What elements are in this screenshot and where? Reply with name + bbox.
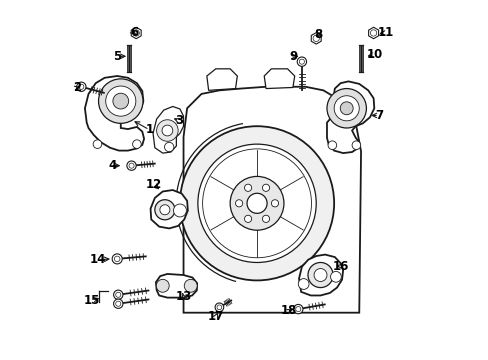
Circle shape [370, 30, 376, 36]
Polygon shape [85, 76, 144, 150]
Circle shape [298, 279, 308, 289]
Text: 2: 2 [73, 81, 81, 94]
Circle shape [312, 35, 319, 41]
Text: 17: 17 [207, 310, 224, 324]
Circle shape [293, 305, 303, 314]
Circle shape [262, 184, 269, 192]
Circle shape [112, 254, 122, 264]
Circle shape [99, 79, 142, 123]
Polygon shape [150, 190, 187, 228]
Text: 6: 6 [130, 27, 138, 40]
Polygon shape [183, 87, 360, 313]
Circle shape [215, 303, 223, 312]
Circle shape [132, 140, 141, 148]
Circle shape [262, 215, 269, 222]
Text: 16: 16 [332, 260, 348, 273]
Text: 13: 13 [175, 290, 191, 303]
Text: 15: 15 [84, 294, 100, 307]
Text: 5: 5 [113, 50, 121, 63]
Circle shape [244, 215, 251, 222]
Circle shape [133, 30, 139, 36]
Circle shape [333, 96, 359, 121]
Circle shape [184, 279, 197, 292]
Circle shape [113, 299, 122, 309]
Circle shape [164, 142, 174, 152]
Circle shape [93, 140, 102, 148]
Circle shape [326, 89, 366, 128]
Circle shape [244, 184, 251, 192]
Circle shape [173, 204, 186, 217]
Text: 8: 8 [314, 28, 322, 41]
Circle shape [155, 200, 175, 220]
Circle shape [340, 102, 352, 115]
Circle shape [105, 86, 136, 116]
Circle shape [202, 149, 311, 258]
Circle shape [217, 305, 222, 310]
Circle shape [246, 193, 266, 213]
Circle shape [160, 205, 169, 215]
Text: 14: 14 [90, 253, 106, 266]
Polygon shape [131, 27, 141, 39]
Circle shape [129, 163, 134, 168]
Circle shape [126, 161, 136, 170]
Circle shape [295, 306, 300, 312]
Text: 11: 11 [377, 27, 393, 40]
Circle shape [327, 141, 336, 149]
Circle shape [77, 82, 86, 91]
Circle shape [156, 279, 169, 292]
Circle shape [299, 59, 304, 64]
Text: 4: 4 [108, 159, 117, 172]
Polygon shape [368, 27, 378, 39]
Text: 7: 7 [374, 109, 382, 122]
Circle shape [198, 144, 316, 262]
Circle shape [180, 126, 333, 280]
Circle shape [235, 200, 242, 207]
Polygon shape [156, 274, 197, 298]
Circle shape [330, 271, 341, 282]
Circle shape [351, 141, 360, 149]
Circle shape [79, 84, 84, 89]
Polygon shape [311, 33, 321, 44]
Circle shape [297, 57, 306, 66]
Circle shape [116, 301, 121, 306]
Text: 12: 12 [145, 178, 162, 191]
Polygon shape [206, 69, 237, 90]
Polygon shape [326, 81, 373, 153]
Circle shape [156, 120, 178, 141]
Text: 9: 9 [289, 50, 298, 63]
Text: 18: 18 [281, 305, 297, 318]
Polygon shape [298, 255, 343, 296]
Circle shape [307, 262, 332, 288]
Circle shape [116, 292, 121, 297]
Text: 1: 1 [145, 123, 153, 136]
Circle shape [113, 93, 128, 109]
Circle shape [162, 125, 172, 136]
Circle shape [313, 269, 326, 282]
Polygon shape [264, 69, 294, 89]
Circle shape [114, 256, 120, 262]
Text: 3: 3 [175, 114, 183, 127]
Text: 10: 10 [366, 48, 382, 61]
Circle shape [113, 290, 122, 300]
Circle shape [271, 200, 278, 207]
Polygon shape [153, 107, 183, 153]
Circle shape [230, 176, 284, 230]
